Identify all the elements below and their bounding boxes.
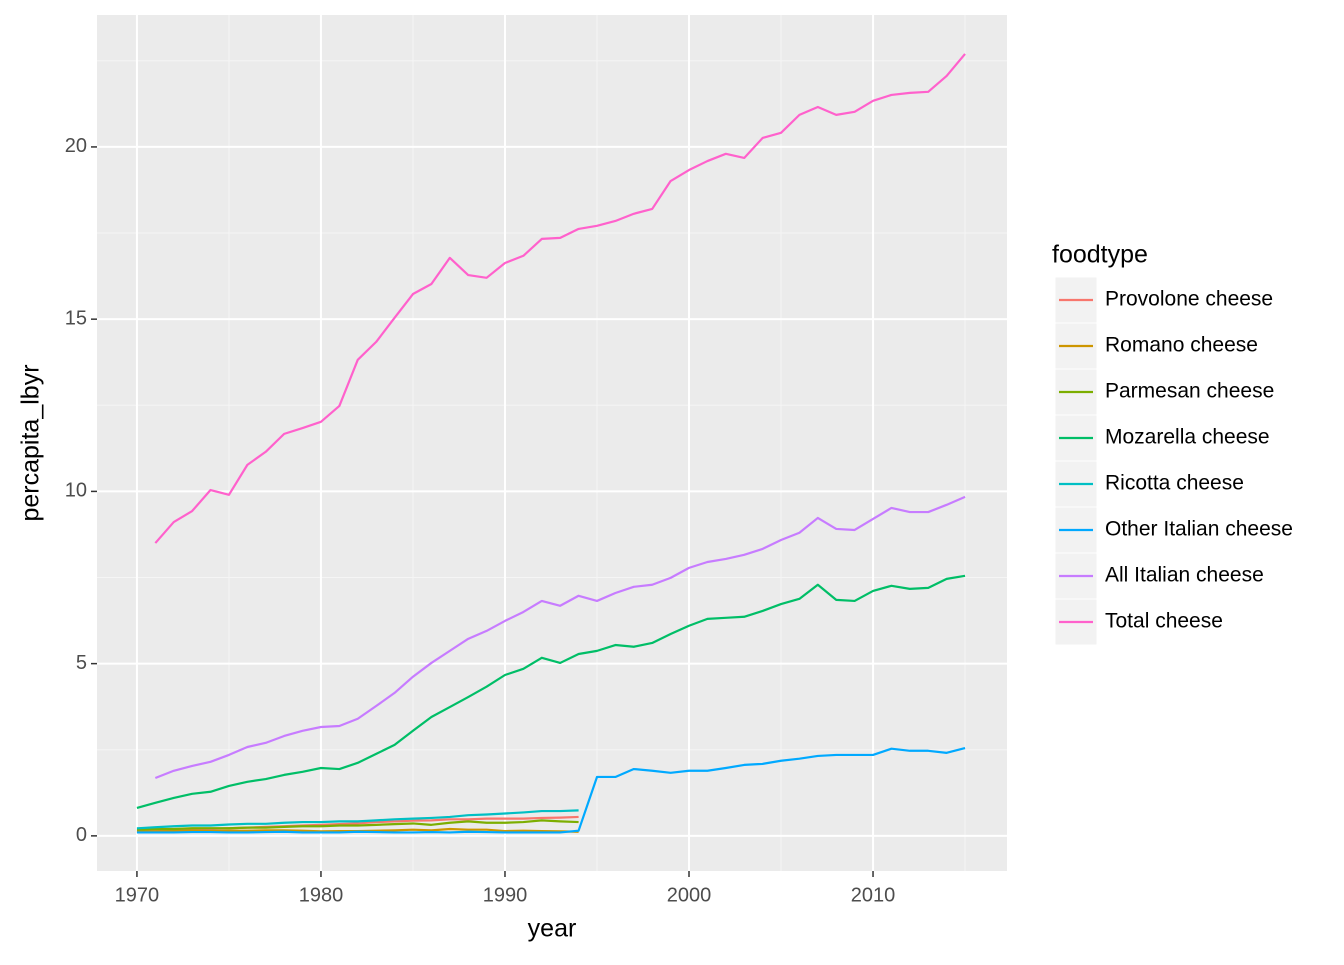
- series-line: [136, 809, 579, 830]
- legend-label: All Italian cheese: [1105, 564, 1264, 587]
- panel: [97, 15, 1007, 871]
- series-line: [154, 53, 966, 544]
- legend-label: Ricotta cheese: [1105, 472, 1244, 495]
- legend-label: Romano cheese: [1105, 334, 1258, 357]
- x-axis-title: year: [528, 915, 577, 943]
- legend-label: Provolone cheese: [1105, 288, 1273, 311]
- y-axis-title: percapita_lbyr: [17, 364, 45, 521]
- x-tick-label: 2010: [851, 884, 896, 906]
- legend-label: Other Italian cheese: [1105, 518, 1293, 541]
- y-tick-label: 15: [65, 307, 87, 329]
- x-tick-label: 1980: [299, 884, 344, 906]
- series-line: [154, 495, 966, 780]
- y-tick-label: 0: [76, 824, 87, 846]
- legend-label: Parmesan cheese: [1105, 380, 1274, 403]
- series-line: [136, 574, 966, 810]
- legend-label: Mozarella cheese: [1105, 426, 1270, 449]
- y-tick-label: 20: [65, 135, 87, 157]
- series-line: [136, 746, 966, 834]
- x-tick-label: 1990: [483, 884, 528, 906]
- x-tick-label: 1970: [115, 884, 160, 906]
- legend-title: foodtype: [1052, 241, 1148, 269]
- y-tick-label: 5: [76, 652, 87, 674]
- x-tick-label: 2000: [667, 884, 712, 906]
- y-tick-label: 10: [65, 480, 87, 502]
- series-line: [136, 819, 579, 831]
- legend-label: Total cheese: [1105, 610, 1223, 633]
